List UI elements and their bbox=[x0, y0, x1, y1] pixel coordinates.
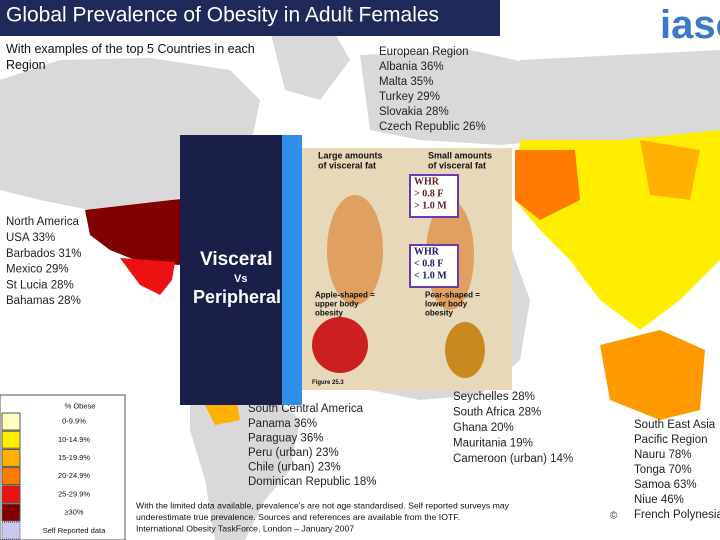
legend: % Obese 0-9.9% 10-14.9% 15-19.9% 20-24.9% 25-… bbox=[0, 394, 126, 540]
legend-label: ≥30% bbox=[64, 508, 83, 517]
footnote-line: With the limited data available, prevale… bbox=[136, 500, 510, 510]
inset-word: Peripheral bbox=[193, 287, 281, 307]
greenland bbox=[270, 25, 350, 100]
region-line: Barbados 31% bbox=[6, 248, 81, 260]
subtitle-line: Region bbox=[6, 58, 46, 72]
inset-stripe bbox=[282, 135, 302, 405]
legend-swatch bbox=[1, 521, 21, 540]
region-line: Malta 35% bbox=[379, 76, 433, 88]
figure-label: Figure 25.3 bbox=[312, 380, 344, 386]
region-line: Samoa 63% bbox=[634, 479, 697, 491]
china bbox=[640, 140, 700, 200]
legend-label: 20-24.9% bbox=[58, 471, 90, 480]
legend-swatch bbox=[1, 412, 21, 431]
legend-label: 0-9.9% bbox=[62, 417, 86, 426]
whr-text: > 1.0 M bbox=[414, 200, 447, 211]
region-line: Nauru 78% bbox=[634, 449, 692, 461]
region-line: Bahamas 28% bbox=[6, 295, 81, 307]
region-line: North America bbox=[6, 216, 79, 228]
region-line: Seychelles 28% bbox=[453, 391, 535, 403]
region-line: Tonga 70% bbox=[634, 464, 692, 476]
region-line: South East Asia bbox=[634, 419, 716, 431]
legend-swatch bbox=[1, 467, 21, 486]
whr-text: WHR bbox=[414, 176, 440, 187]
region-line: Chile (urban) 23% bbox=[248, 462, 341, 474]
region-line: Turkey 29% bbox=[379, 91, 440, 103]
pear bbox=[445, 322, 485, 378]
title: Global Prevalence of Obesity in Adult Fe… bbox=[6, 3, 439, 26]
legend-swatch bbox=[1, 485, 21, 504]
inset-caption: Apple-shaped = bbox=[315, 291, 375, 300]
subtitle: With examples of the top 5 Countries in … bbox=[6, 42, 255, 72]
region-line: South Central America bbox=[248, 403, 364, 415]
region-line: Pacific Region bbox=[634, 434, 708, 446]
inset-caption: Large amounts bbox=[318, 150, 383, 160]
whr-text: < 0.8 F bbox=[414, 258, 443, 269]
region-line: St Lucia 28% bbox=[6, 279, 74, 291]
region-line: Mauritania 19% bbox=[453, 438, 533, 450]
region-notes: European Region Albania 36% Malta 35% Turke… bbox=[6, 46, 720, 521]
region-line: Czech Republic 26% bbox=[379, 121, 486, 133]
russia bbox=[520, 50, 720, 150]
region-line: Mexico 29% bbox=[6, 264, 69, 276]
whr-low-box bbox=[409, 244, 459, 288]
legend-title: % Obese bbox=[65, 402, 96, 411]
legend-swatch bbox=[1, 448, 21, 467]
australia bbox=[600, 330, 705, 420]
inset-caption: of visceral fat bbox=[428, 160, 486, 170]
region-line: Niue 46% bbox=[634, 494, 684, 506]
region-line: Slovakia 28% bbox=[379, 106, 449, 118]
apple bbox=[312, 317, 368, 373]
inset-vs: Vs bbox=[234, 273, 247, 285]
region-line: USA 33% bbox=[6, 232, 55, 244]
subtitle-line: With examples of the top 5 Countries in … bbox=[6, 42, 255, 56]
inset-caption: Small amounts bbox=[428, 150, 492, 160]
legend-swatch bbox=[1, 503, 21, 522]
legend-box bbox=[0, 394, 126, 540]
whr-high-box bbox=[409, 174, 459, 218]
region-line: Albania 36% bbox=[379, 61, 444, 73]
region-line: European Region bbox=[379, 46, 469, 58]
legend-label: 10-14.9% bbox=[58, 435, 90, 444]
legend-label: 15-19.9% bbox=[58, 453, 90, 462]
inset-word: Visceral bbox=[200, 249, 273, 270]
inset-caption: Pear-shaped = bbox=[425, 291, 480, 300]
legend-swatch bbox=[1, 430, 21, 449]
footnote-line: underestimate true prevalence. Sources a… bbox=[136, 512, 460, 522]
inset-panel bbox=[180, 135, 300, 405]
inset-caption: obesity bbox=[315, 309, 344, 318]
region-line: Paraguay 36% bbox=[248, 432, 323, 444]
region-line: Cameroon (urban) 14% bbox=[453, 453, 573, 465]
inset-caption: upper body bbox=[315, 300, 359, 309]
europe bbox=[360, 50, 560, 145]
inset-caption: lower body bbox=[425, 300, 468, 309]
region-line: French Polynesia bbox=[634, 509, 720, 521]
legend-label: Self Reported data bbox=[43, 526, 106, 535]
inset-caption: obesity bbox=[425, 309, 454, 318]
apple-body bbox=[327, 195, 383, 305]
logo: iaso bbox=[660, 3, 720, 47]
whr-text: < 1.0 M bbox=[414, 270, 447, 281]
whr-text: > 0.8 F bbox=[414, 188, 443, 199]
region-line: Ghana 20% bbox=[453, 422, 514, 434]
footnote: With the limited data available, prevale… bbox=[136, 500, 510, 533]
region-line: Panama 36% bbox=[248, 418, 317, 430]
copyright: © bbox=[610, 510, 618, 521]
middle-east bbox=[515, 150, 580, 220]
footnote-line: International Obesity TaskForce, London … bbox=[136, 523, 354, 533]
title-bar bbox=[0, 0, 500, 36]
region-line: South Africa 28% bbox=[453, 407, 541, 419]
whr-text: WHR bbox=[414, 246, 440, 257]
region-line: Dominican Republic 18% bbox=[248, 476, 376, 488]
inset-caption: of visceral fat bbox=[318, 160, 376, 170]
region-line: Peru (urban) 23% bbox=[248, 447, 339, 459]
legend-label: 25-29.9% bbox=[58, 489, 90, 498]
mexico bbox=[120, 258, 175, 295]
